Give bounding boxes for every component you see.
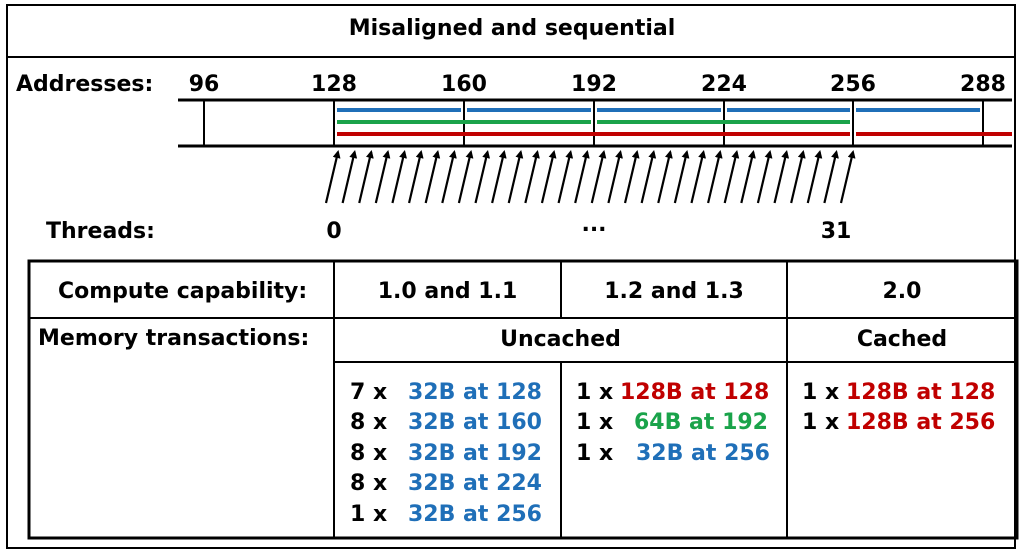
transaction-desc: 32B at 128 [408,380,542,405]
cc-header-20: 2.0 [882,279,922,304]
thread-arrow [524,150,540,204]
transaction-count: 8 x [350,441,388,466]
transaction-count: 8 x [350,410,388,435]
title-separator [6,56,1016,58]
transaction-count: 1 x [802,380,840,405]
thread-arrows [324,150,856,204]
thread-ellipsis: ... [581,212,607,237]
uncached-label: Uncached [500,327,621,352]
thread-arrow [358,150,374,204]
cached-label: Cached [856,327,948,352]
thread-arrow [839,150,856,204]
memory-bus [178,98,1012,148]
thread-arrow [540,150,557,204]
address-256: 256 [830,72,876,97]
transaction-row: 8 x 32B at 160 [350,410,542,441]
cc-header-12-13: 1.2 and 1.3 [604,279,744,304]
transaction-count: 1 x [576,410,614,435]
address-224: 224 [701,72,747,97]
thread-arrow [491,150,507,204]
transaction-count: 8 x [350,471,388,496]
thread-arrow [374,150,391,204]
thread-arrow [341,150,358,204]
thread-arrow [707,150,723,204]
memory-transactions-label: Memory transactions: [38,326,310,351]
thread-arrow [723,150,740,204]
transaction-desc: 32B at 256 [408,502,542,527]
transaction-count: 1 x [802,410,840,435]
transaction-desc: 64B at 192 [634,410,768,435]
thread-arrow [806,150,823,204]
address-128: 128 [311,72,357,97]
transaction-row: 1 x 32B at 256 [350,502,542,533]
transaction-row: 8 x 32B at 192 [350,441,542,472]
transaction-row: 1 x 128B at 256 [802,410,995,441]
transaction-row: 7 x 32B at 128 [350,380,542,411]
compute-capability-label: Compute capability: [58,279,308,304]
transaction-desc: 128B at 128 [846,380,996,405]
thread-arrow [640,150,657,204]
transaction-desc: 32B at 224 [408,471,542,496]
thread-last-label: 31 [820,219,852,244]
thread-arrow [823,150,839,204]
thread-arrow [441,150,457,204]
address-288: 288 [960,72,1006,97]
thread-arrow [756,150,773,204]
transaction-row: 1 x 64B at 192 [576,410,768,441]
cc-header-10-11: 1.0 and 1.1 [377,279,518,304]
transaction-desc: 32B at 256 [636,441,770,466]
thread-arrow [557,150,574,204]
thread-arrow [391,150,407,204]
thread-arrow [773,150,790,204]
thread-arrow [607,150,623,204]
threads-label: Threads: [46,219,155,244]
thread-arrow [574,150,590,204]
thread-arrow [407,150,424,204]
transaction-row: 1 x 128B at 128 [576,380,769,411]
thread-arrow [424,150,441,204]
thread-arrow [690,150,707,204]
thread-arrow [673,150,690,204]
thread-arrow [623,150,640,204]
address-160: 160 [441,72,487,97]
transaction-row: 8 x 32B at 224 [350,471,542,502]
transaction-desc: 128B at 128 [620,380,770,405]
thread-arrow [790,150,806,204]
transaction-row: 1 x 128B at 128 [802,380,995,411]
memory-diagram [178,98,1012,204]
transaction-count: 1 x [576,441,614,466]
thread-arrow [324,150,341,204]
thread-arrow [507,150,524,204]
addresses-label: Addresses: [16,72,154,97]
transaction-desc: 32B at 160 [408,410,542,435]
thread-first-label: 0 [326,219,342,244]
transaction-count: 1 x [350,502,388,527]
address-96: 96 [188,72,220,97]
transaction-desc: 128B at 256 [846,410,996,435]
thread-arrow [657,150,673,204]
thread-arrow [457,150,474,204]
transaction-row: 1 x 32B at 256 [576,441,770,472]
transaction-count: 7 x [350,380,388,405]
diagram-frame [6,4,1016,549]
address-192: 192 [571,72,617,97]
thread-arrow [740,150,756,204]
transaction-bars [337,108,1012,136]
transaction-count: 1 x [576,380,614,405]
transaction-desc: 32B at 192 [408,441,542,466]
thread-arrow [474,150,491,204]
thread-arrow [590,150,607,204]
diagram-title: Misaligned and sequential [348,16,676,41]
